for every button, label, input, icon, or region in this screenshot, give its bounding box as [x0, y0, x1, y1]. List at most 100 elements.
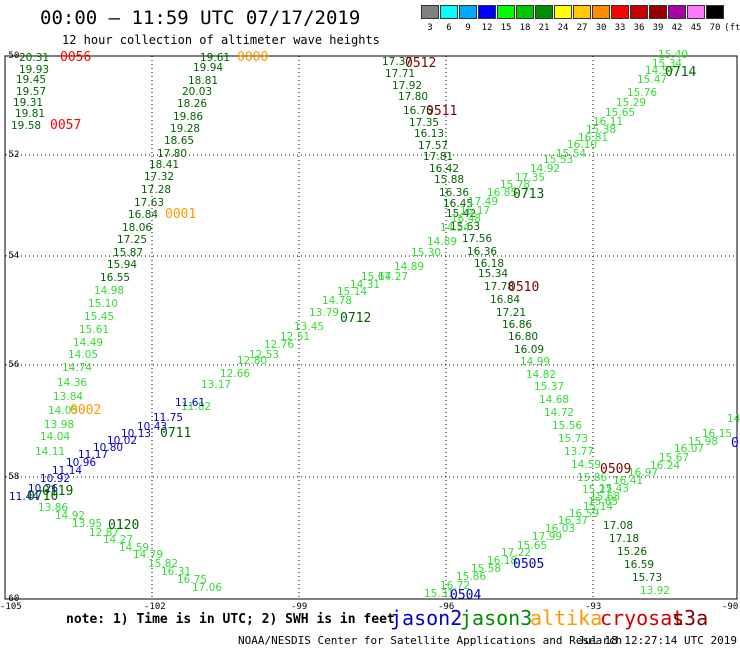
swh-value: 15.38: [586, 124, 616, 136]
swh-value: 20.31: [19, 52, 49, 64]
swh-value: 17.32: [144, 171, 174, 183]
swh-value: 15.65: [517, 540, 547, 552]
track-t0711: 11.61 11.7510.4310.1310.0210.8011.1710.96…: [9, 397, 205, 503]
pass-time-label: 0056: [60, 50, 91, 65]
swh-value: 16.41: [613, 475, 643, 487]
swh-value: 15.37: [534, 381, 564, 393]
lat-tick-label: -54: [3, 251, 19, 261]
swh-value: 16.36: [439, 187, 469, 199]
satellite-jason3: jason3: [460, 606, 533, 630]
swh-value: 17.78: [484, 281, 514, 293]
swh-value: 13.79: [309, 307, 339, 319]
swh-value: 14.68: [539, 394, 569, 406]
swh-value: 16.55: [100, 272, 130, 284]
swh-value: 16.81: [578, 132, 608, 144]
swh-value: 15.58: [471, 563, 501, 575]
swh-value: 16.42: [429, 163, 459, 175]
pass-time-label: 0002: [70, 403, 101, 418]
swh-value: 16.31: [161, 566, 191, 578]
track-t0714: 15.4015.3414.5715.4715.7615.2915.6516.11…: [181, 49, 688, 413]
swh-value: 20.03: [182, 86, 212, 98]
swh-value: 18.81: [188, 75, 218, 87]
swh-value: 16.07: [674, 443, 704, 455]
swh-value: 15.65: [588, 496, 618, 508]
swh-value: 14.31: [350, 279, 380, 291]
swh-value: 14.82: [526, 369, 556, 381]
swh-value: 12.87: [89, 527, 119, 539]
pass-time-label: 0001: [165, 207, 196, 222]
swh-value: 19.86: [173, 111, 203, 123]
swh-value: 15.78: [500, 179, 530, 191]
swh-value: 17.06: [192, 582, 222, 594]
swh-value: 15.73: [558, 433, 588, 445]
legend-label: 33: [614, 23, 626, 33]
swh-value: 13.92: [640, 585, 670, 597]
pass-time-label: 0057: [50, 118, 81, 133]
track-t0510: 17.5616.3616.1815.3417.7816.8417.2116.86…: [462, 233, 544, 356]
swh-value: 11.82: [181, 401, 211, 413]
swh-value: 15.73: [632, 572, 662, 584]
swh-value: 17.22: [501, 547, 531, 559]
swh-value: 14.57: [645, 65, 675, 77]
swh-value: 15.14: [583, 501, 613, 513]
lon-tick-label: -105: [0, 602, 22, 610]
swh-value: 15.87: [113, 247, 143, 259]
legend-swatch: [421, 5, 439, 19]
swh-value: 10.43: [137, 421, 167, 433]
swh-value: 19.81: [15, 108, 45, 120]
swh-value: 19.57: [16, 86, 46, 98]
track-t0120: 13.8614.9213.9512.8714.2714.5914.7915.82…: [38, 502, 222, 594]
swh-value: 13.45: [294, 321, 324, 333]
swh-value: 11.75: [153, 412, 183, 424]
track-t0001s: 14.9815.1015.4515.6114.4914.0514.7414.36…: [35, 285, 124, 458]
swh-value: 17.25: [117, 234, 147, 246]
swh-value: 15.88: [434, 174, 464, 186]
lon-tick-label: -99: [291, 602, 307, 610]
pass-time-label: 0713: [513, 187, 544, 202]
lat-tick-label: -58: [3, 472, 19, 482]
pass-time-label: 0711: [160, 426, 191, 441]
track-t0510s: 14.9914.8215.3714.6814.7215.5615.7313.77…: [520, 356, 618, 508]
swh-value: 15.61: [79, 324, 109, 336]
swh-value: 17.71: [385, 68, 415, 80]
pass-time-label: 0714: [665, 65, 696, 80]
legend-label: 30: [595, 23, 607, 33]
swh-value: 15.34: [478, 268, 508, 280]
swh-value: 10.26: [28, 483, 58, 495]
lon-tick-label: -93: [585, 602, 601, 610]
swh-value: 14.89: [394, 261, 424, 273]
lat-lon-grid: [5, 56, 737, 599]
legend-swatch: [573, 5, 591, 19]
swh-value: 14.98: [94, 285, 124, 297]
swh-value: 11.14: [52, 465, 82, 477]
pass-time-label: 0505: [513, 557, 544, 572]
pass-time-label: 0512: [405, 56, 436, 71]
swh-value: 14.05: [48, 405, 78, 417]
map-title: 00:00 – 11:59 UTC 07/17/2019: [40, 7, 361, 29]
swh-value: 14.92: [530, 163, 560, 175]
legend-label: 3: [427, 23, 433, 33]
note-text: note: 1) Time is in UTC; 2) SWH is in fe…: [66, 612, 395, 627]
swh-value: 16.97: [628, 467, 658, 479]
legend-swatch: [706, 5, 724, 19]
swh-value: 15.98: [688, 436, 718, 448]
timestamp-text: Jul 18 12:27:14 UTC 2019: [578, 634, 737, 647]
legend-swatch: [459, 5, 477, 19]
swh-value: 15.86: [577, 472, 607, 484]
satellite-altika: altika: [530, 606, 603, 630]
swh-value: 15.53: [543, 154, 573, 166]
legend-label: 18: [519, 23, 531, 33]
swh-value: 13.77: [564, 446, 594, 458]
swh-value: 15.65: [605, 107, 635, 119]
swh-value: 15.56: [552, 420, 582, 432]
swh-value: 14.59: [119, 542, 149, 554]
pass-time-label: 0712: [340, 311, 371, 326]
swh-value: 13.17: [201, 379, 231, 391]
pass-time-label: 0504: [450, 588, 481, 603]
swh-value: 15.94: [107, 259, 137, 271]
legend-swatch: [440, 5, 458, 19]
